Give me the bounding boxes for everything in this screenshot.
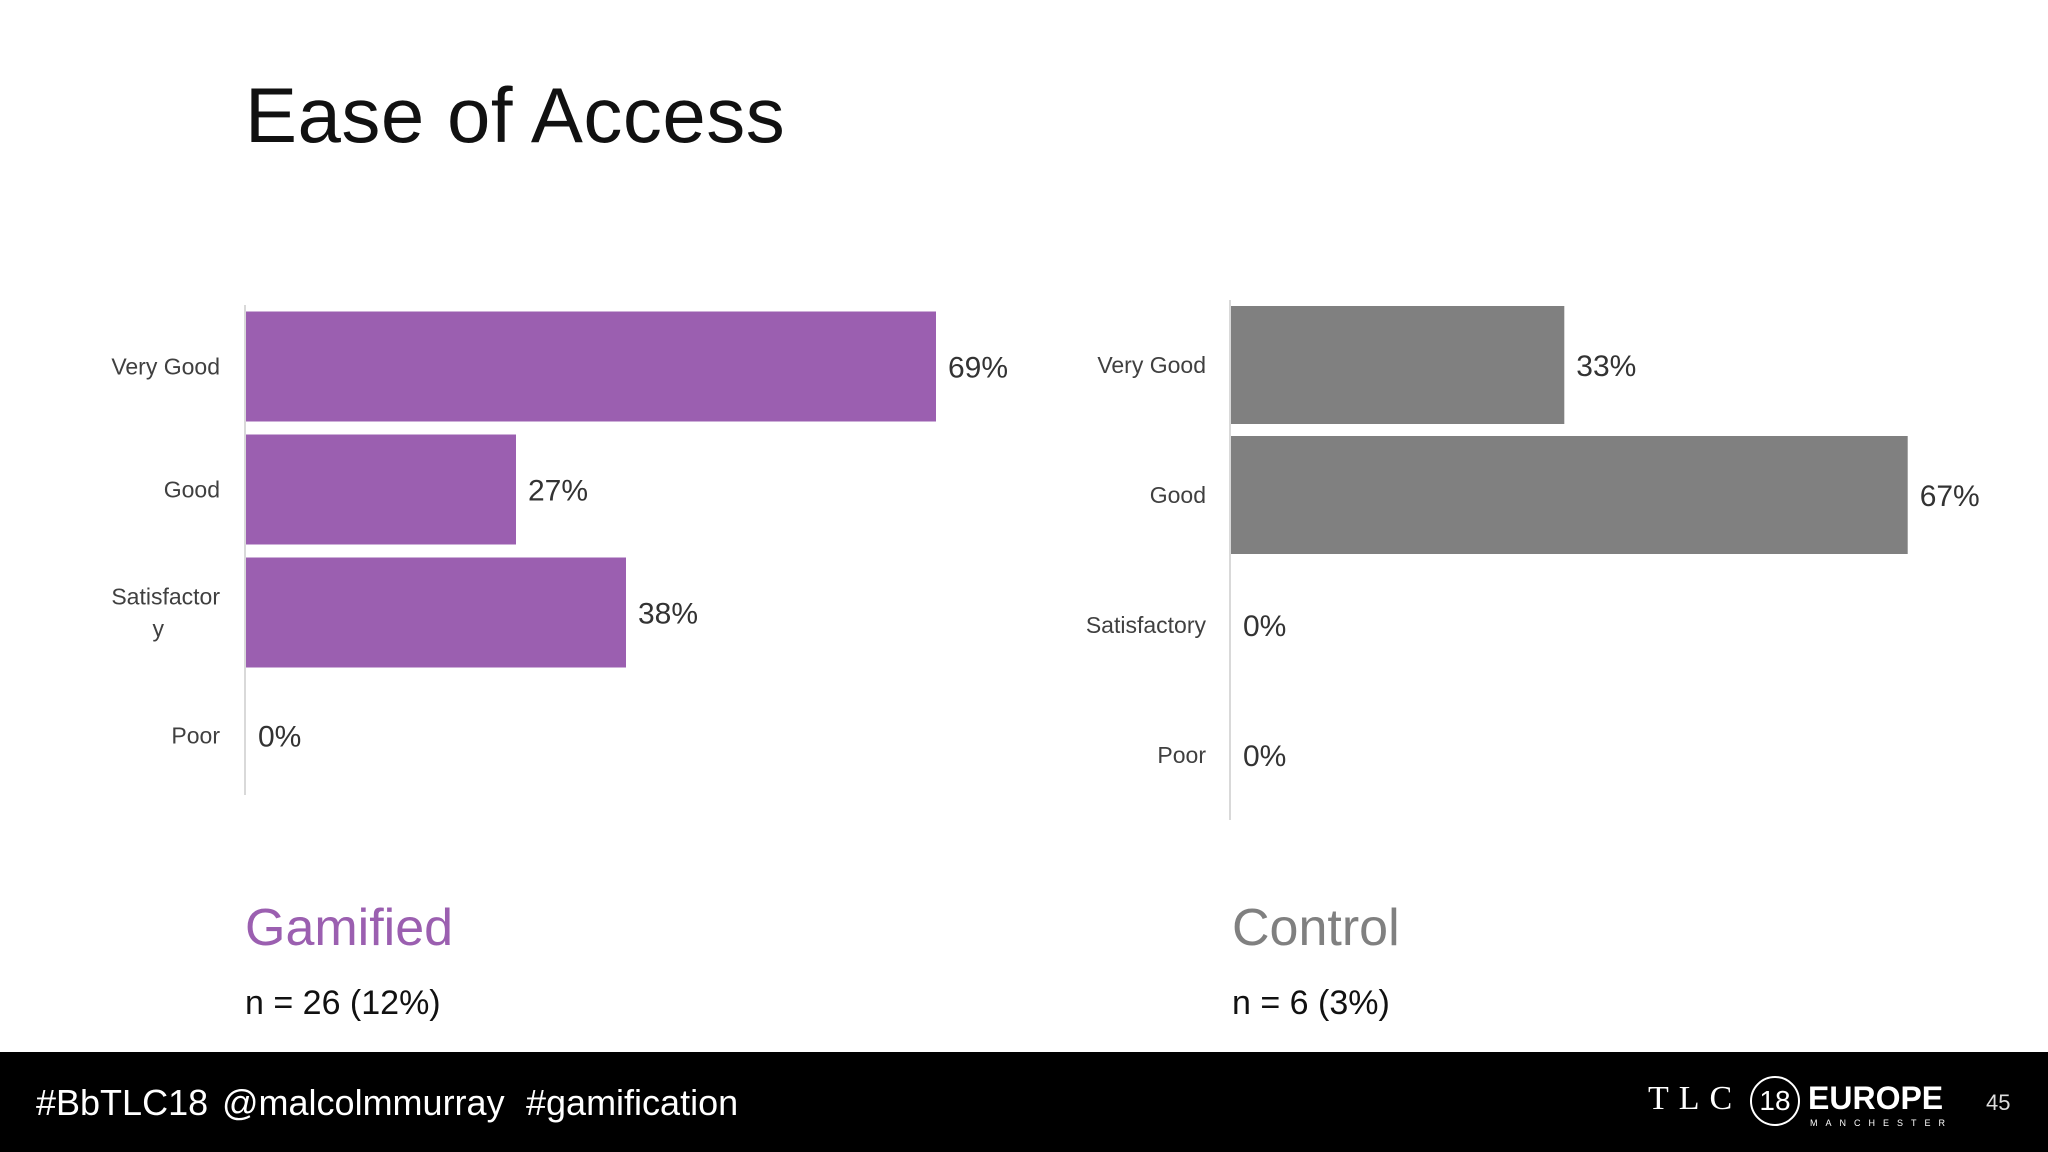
control-category-label: Very Good <box>1097 352 1206 378</box>
gamified-sample-size: n = 26 (12%) <box>245 984 441 1022</box>
gamified-bar <box>246 557 626 668</box>
logo-number-badge: 18 <box>1750 1076 1800 1126</box>
page-number: 45 <box>1986 1090 2011 1115</box>
footer-bar: #BbTLC18 @malcolmmurray #gamification TL… <box>0 1052 2048 1152</box>
control-value-label: 0% <box>1243 740 1286 773</box>
slide-title: Ease of Access <box>245 71 786 159</box>
logo-europe-text: EUROPE <box>1808 1080 1944 1116</box>
gamified-bar <box>246 311 936 422</box>
hashtag-gamification: #gamification <box>526 1082 739 1123</box>
control-value-label: 33% <box>1576 350 1636 383</box>
gamified-value-label: 0% <box>258 721 301 754</box>
control-value-label: 0% <box>1243 610 1286 643</box>
control-group-title: Control <box>1232 899 1400 957</box>
gamified-value-label: 38% <box>638 598 698 631</box>
control-category-label: Good <box>1150 482 1206 508</box>
gamified-category-label: Very Good <box>111 354 220 380</box>
control-value-label: 67% <box>1920 480 1980 513</box>
hashtag-bbtlc18: #BbTLC18 <box>36 1082 209 1123</box>
logo-tlc-text: TLC <box>1648 1080 1743 1117</box>
gamified-bar <box>246 434 516 545</box>
gamified-value-label: 69% <box>948 352 1008 385</box>
control-category-label: Satisfactory <box>1086 612 1207 638</box>
control-sample-size: n = 6 (3%) <box>1232 984 1390 1022</box>
control-category-label: Poor <box>1157 742 1206 768</box>
control-bar <box>1231 306 1565 424</box>
gamified-category-label: Satisfactor y <box>111 584 220 642</box>
gamified-category-label: Poor <box>171 723 220 749</box>
gamified-value-label: 27% <box>528 475 588 508</box>
twitter-handle: @malcolmmurray <box>222 1082 505 1123</box>
tlc-europe-logo: TLC 18 EUROPE MANCHESTER <box>1648 1076 1948 1132</box>
control-bar <box>1231 436 1908 554</box>
gamified-group-title: Gamified <box>245 899 454 957</box>
gamified-category-label: Good <box>164 477 220 503</box>
logo-city-text: MANCHESTER <box>1810 1118 1954 1128</box>
